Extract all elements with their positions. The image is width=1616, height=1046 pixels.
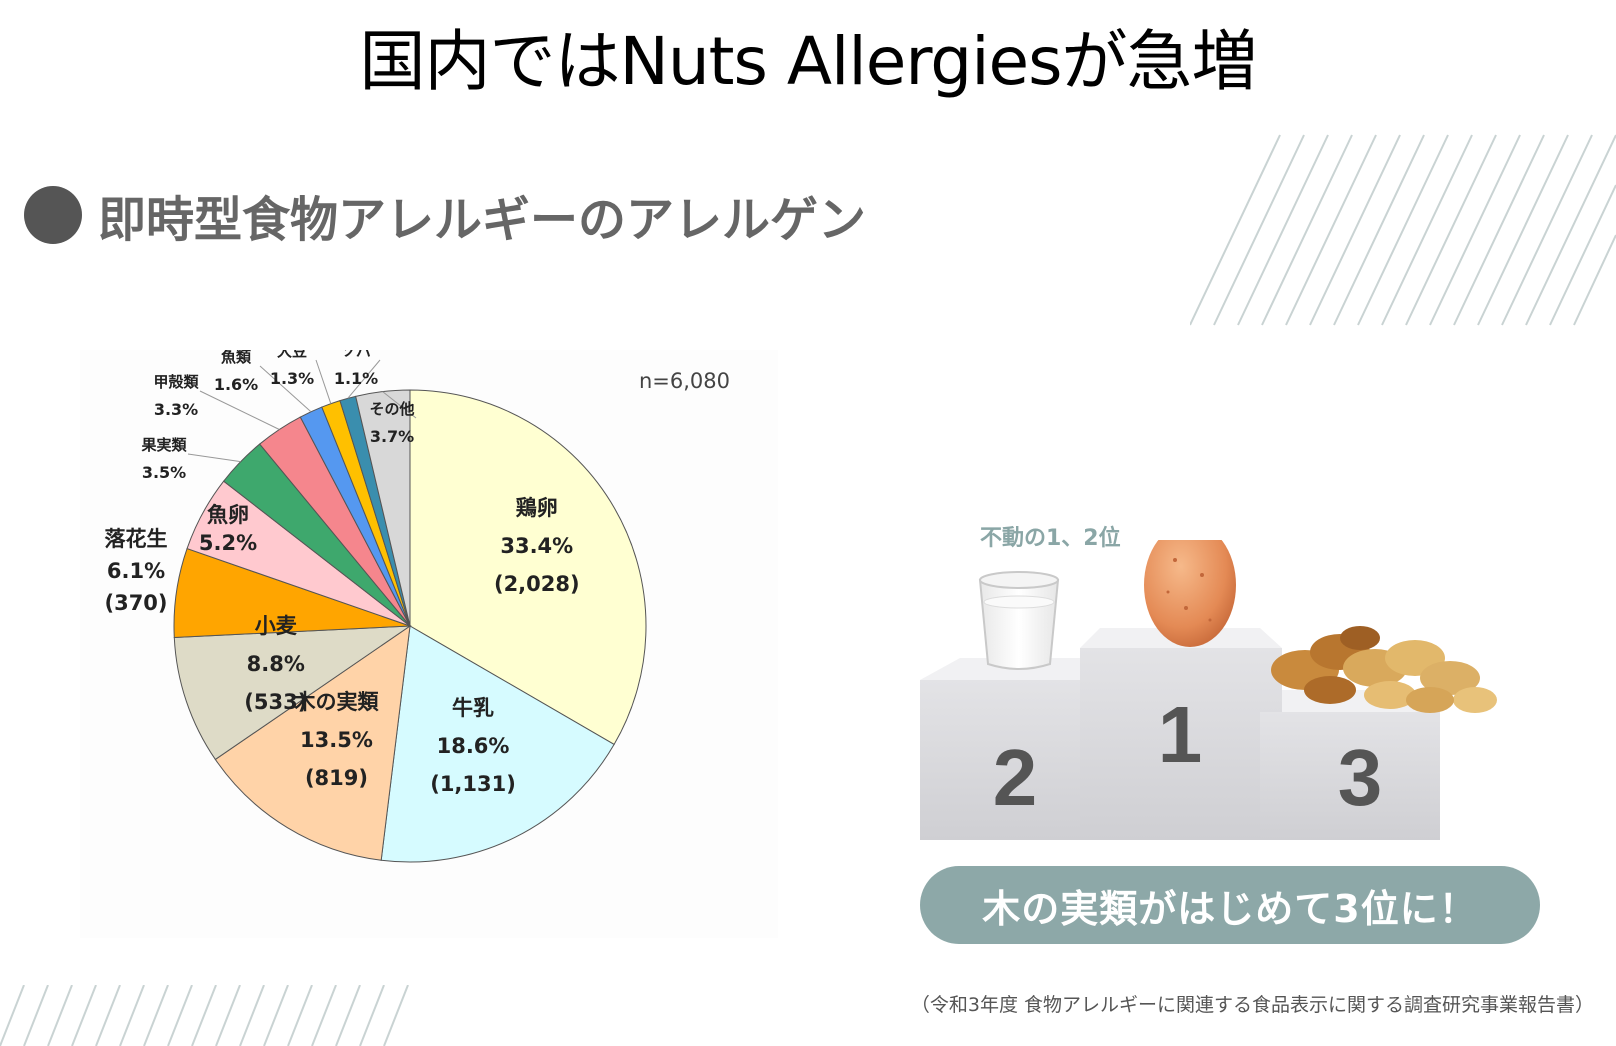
pie-slice <box>173 625 412 761</box>
slide-title: 国内ではNuts Allergiesが急増 <box>359 23 1257 100</box>
egg-icon <box>1144 540 1236 647</box>
slice-label-name: 鶏卵 <box>516 496 558 520</box>
milk-glass-icon <box>978 571 1060 670</box>
tree-nuts-icon <box>1271 626 1497 713</box>
slice-label-count: (1,131) <box>430 772 516 796</box>
slice-label-count: (2,028) <box>494 572 580 596</box>
slice-label-name: 果実類 <box>140 436 187 454</box>
slice-label-percent: 1.3% <box>270 369 314 388</box>
slice-label-percent: 3.7% <box>370 427 414 446</box>
podium-block-1 <box>1080 648 1282 840</box>
leader-line <box>347 359 381 399</box>
conclusion-banner: 木の実類がはじめて3位に！ <box>920 866 1540 944</box>
bullet-dot-icon <box>24 186 82 244</box>
slice-label-percent: 5.2% <box>199 531 257 555</box>
slice-label-name: 木の実類 <box>293 690 379 714</box>
slice-label-count: (370) <box>104 591 167 615</box>
slice-label-name: 落花生 <box>105 527 168 551</box>
pie-slice <box>380 625 615 863</box>
slice-label-name: 魚卵 <box>207 503 249 527</box>
slice-label-count: (533) <box>244 690 307 714</box>
leader-line <box>259 365 312 413</box>
leader-line <box>187 453 241 463</box>
rank-1-number: 1 <box>1158 690 1203 779</box>
slice-label-name: 魚類 <box>221 350 252 366</box>
pie-chart-panel: 鶏卵 33.4% (2,028) 牛乳 18.6% (1,131) 木の実類 13.5% (81… <box>80 342 778 938</box>
slice-label-percent: 3.3% <box>154 400 198 419</box>
section-heading: 即時型食物アレルギーのアレルゲン <box>24 180 866 250</box>
slice-label-name: その他 <box>369 400 414 418</box>
slice-label-percent: 8.8% <box>247 652 305 676</box>
podium-block-2 <box>920 680 1100 840</box>
slice-label-percent: 1.6% <box>214 375 258 394</box>
decorative-stripes-bottom-left <box>0 985 409 1046</box>
slice-label-name: 牛乳 <box>452 696 494 720</box>
slice-label-percent: 1.1% <box>334 369 378 388</box>
pie-slice <box>409 389 647 746</box>
slice-label-percent: 33.4% <box>500 534 573 558</box>
decorative-stripes-top-right <box>1190 134 1616 326</box>
slice-label-name: ソバ <box>341 350 371 360</box>
leader-line <box>199 390 280 430</box>
podium-block-3 <box>1260 712 1440 840</box>
slice-label-name: 小麦 <box>255 614 298 638</box>
podium-caption: 不動の1、2位 <box>980 526 1121 551</box>
slice-label-percent: 6.1% <box>107 559 165 583</box>
podium-illustration: 2 1 3 <box>920 540 1497 840</box>
rank-3-number: 3 <box>1338 733 1383 822</box>
slice-label-count: (819) <box>305 766 368 790</box>
slice-label-name: 大豆 <box>277 350 307 360</box>
leader-line <box>382 391 417 419</box>
pie-slice <box>214 624 411 861</box>
leader-line <box>315 359 332 404</box>
sample-size-label: n=6,080 <box>639 369 730 393</box>
slice-label-percent: 13.5% <box>300 728 373 752</box>
rank-2-number: 2 <box>993 733 1038 822</box>
pie-chart: 鶏卵 33.4% (2,028) 牛乳 18.6% (1,131) 木の実類 13.5% (81… <box>104 342 730 863</box>
source-note: （令和3年度 食物アレルギーに関連する食品表示に関する調査研究事業報告書） <box>910 994 1594 1016</box>
slice-label-name: 甲殻類 <box>153 373 199 391</box>
slice-label-percent: 3.5% <box>142 463 186 482</box>
section-heading-text: 即時型食物アレルギーのアレルゲン <box>98 192 867 248</box>
slice-label-percent: 18.6% <box>437 734 510 758</box>
